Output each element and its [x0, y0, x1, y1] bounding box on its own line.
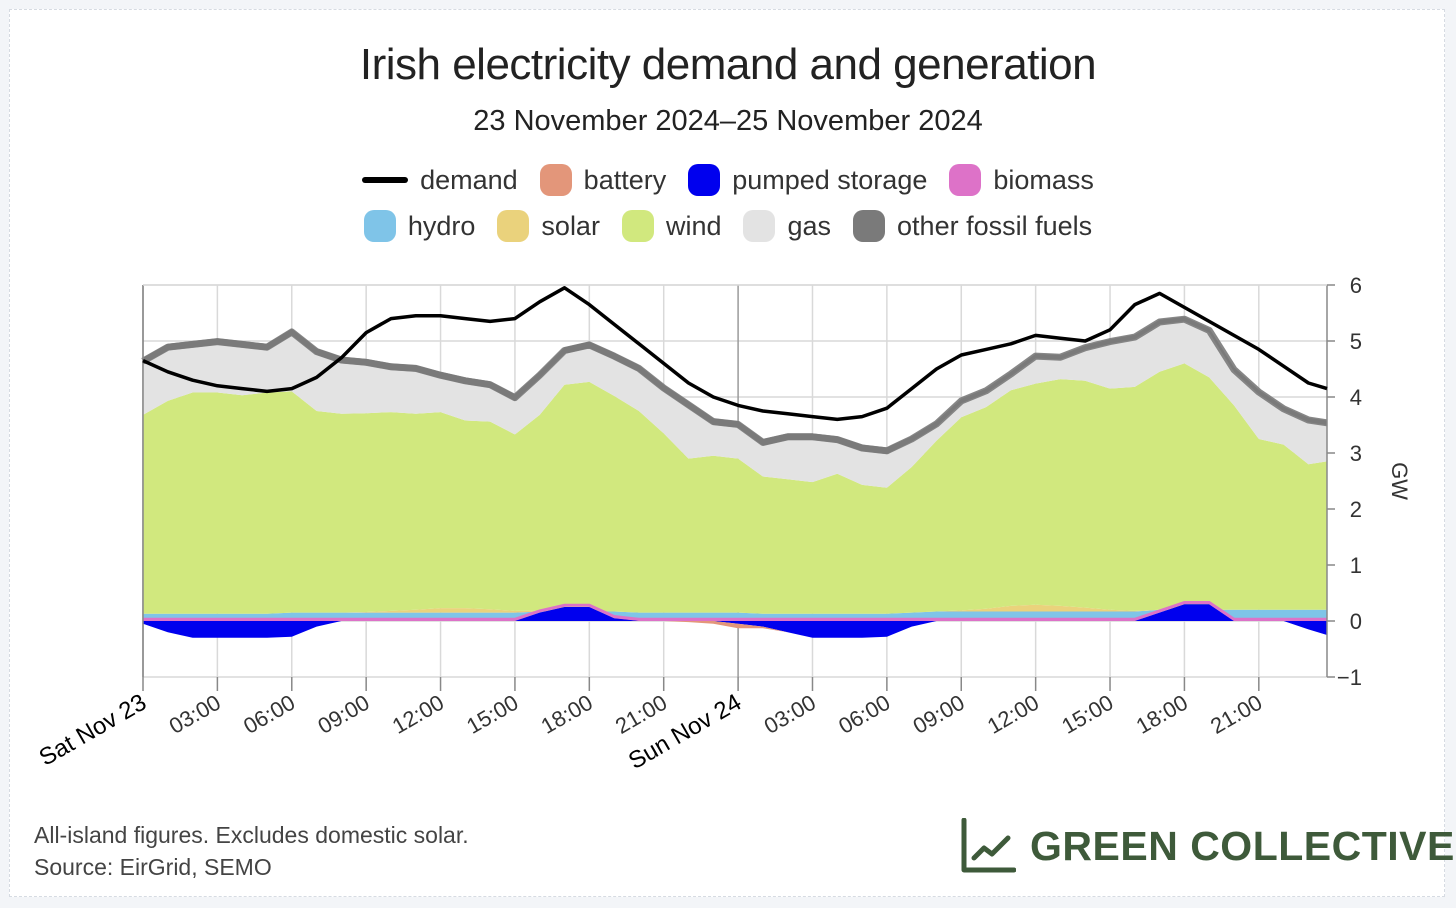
area-wind	[143, 363, 1327, 614]
footnote-source: Source: EirGrid, SEMO	[34, 854, 272, 880]
legend-row-1: demand battery pumped storage biomass	[0, 164, 1456, 196]
area-hydro	[143, 609, 1327, 619]
x-tick-label: 06:00	[834, 690, 894, 739]
legend-item-demand[interactable]: demand	[362, 164, 518, 196]
line-chart-icon	[961, 818, 1016, 873]
x-tick-label: 15:00	[462, 690, 522, 739]
area-battery	[143, 621, 1327, 638]
legend-swatch-wind	[621, 210, 654, 242]
legend-item-biomass[interactable]: biomass	[949, 164, 1094, 196]
x-tick-label: 09:00	[313, 690, 373, 739]
legend-item-battery[interactable]: battery	[539, 164, 667, 196]
x-tick-label: 18:00	[1132, 690, 1192, 739]
legend-label: wind	[665, 210, 722, 241]
legend-label: battery	[583, 164, 667, 195]
legend-item-solar[interactable]: solar	[497, 210, 600, 242]
x-tick-label: 21:00	[1206, 690, 1266, 739]
x-tick-label: 18:00	[537, 690, 597, 739]
legend-swatch-solar	[497, 210, 530, 242]
chart-subtitle: 23 November 2024–25 November 2024	[473, 105, 983, 137]
footnote-scope: All-island figures. Excludes domestic so…	[34, 822, 469, 848]
y-tick-label: 5	[1350, 329, 1362, 354]
x-tick-label: 15:00	[1057, 690, 1117, 739]
legend-swatch-pumped-storage	[688, 164, 721, 196]
chart-title: Irish electricity demand and generation	[359, 40, 1097, 89]
biomass-line	[143, 601, 1327, 621]
legend-swatch-gas	[743, 210, 776, 242]
legend-label: other fossil fuels	[897, 210, 1093, 241]
y-tick-label: 2	[1350, 497, 1362, 522]
y-tick-label: −1	[1337, 665, 1362, 690]
y-tick-label: 3	[1350, 441, 1362, 466]
x-tick-label: 12:00	[983, 690, 1043, 739]
legend-label: solar	[541, 210, 600, 241]
legend-label: demand	[420, 164, 518, 195]
legend-swatch-other-fossil-fuels	[853, 210, 886, 242]
legend-label: biomass	[993, 164, 1094, 195]
area-pumped-storage	[143, 604, 1327, 638]
x-tick-label: 03:00	[760, 690, 820, 739]
x-tick-label: 06:00	[239, 690, 299, 739]
legend-line-demand	[362, 177, 409, 183]
y-tick-label: 6	[1350, 273, 1362, 298]
legend-swatch-biomass	[949, 164, 982, 196]
y-tick-label: 4	[1350, 385, 1362, 410]
y-axis-label: GW	[1387, 462, 1412, 500]
x-tick-label: 12:00	[388, 690, 448, 739]
y-tick-label: 0	[1350, 609, 1362, 634]
x-tick-label: 03:00	[165, 690, 225, 739]
legend-label: pumped storage	[732, 164, 928, 195]
legend-label: gas	[787, 210, 832, 241]
legend-swatch-hydro	[363, 210, 396, 242]
brand-logo[interactable]: GREEN COLLECTIVE	[960, 818, 1455, 874]
legend-item-gas[interactable]: gas	[743, 210, 831, 242]
brand-name: GREEN COLLECTIVE	[1030, 822, 1455, 869]
x-tick-label: 09:00	[909, 690, 969, 739]
x-tick-label-day: Sat Nov 23	[35, 689, 151, 772]
legend-item-other-fossil-fuels[interactable]: other fossil fuels	[853, 210, 1092, 242]
legend-row-2: hydro solar wind gas other fossil fuels	[0, 210, 1456, 242]
y-tick-label: 1	[1350, 553, 1362, 578]
legend-item-hydro[interactable]: hydro	[363, 210, 476, 242]
area-solar	[143, 604, 1327, 614]
legend-item-pumped-storage[interactable]: pumped storage	[688, 164, 927, 196]
legend-item-wind[interactable]: wind	[621, 210, 722, 242]
legend-label: hydro	[407, 210, 476, 241]
legend-swatch-battery	[539, 164, 572, 196]
demand-line	[142, 286, 1328, 422]
